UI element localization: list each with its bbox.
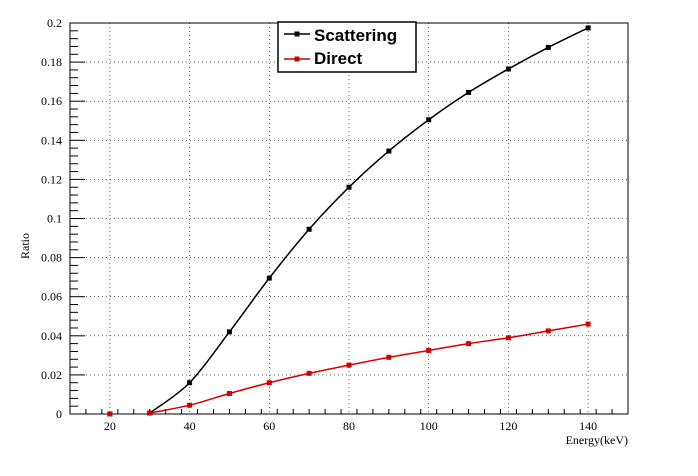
data-point-scattering [466, 89, 472, 95]
x-tick-label: 60 [263, 419, 275, 433]
data-point-scattering [505, 66, 511, 72]
y-tick-label: 0.12 [41, 172, 62, 186]
legend-marker-scattering [294, 31, 300, 37]
x-tick-label: 140 [579, 419, 597, 433]
data-point-direct [386, 354, 392, 360]
grid [70, 23, 628, 414]
data-point-scattering [187, 380, 193, 386]
y-tick-label: 0 [56, 407, 62, 421]
x-axis-label: Energy(keV) [566, 433, 628, 447]
axis-ticks: 20 40 60 80 100 120 140 0 0.02 0.04 0.06 0.08 0.1 0.1… [41, 16, 629, 433]
x-tick-label: 100 [420, 419, 438, 433]
y-tick-label: 0.14 [41, 133, 62, 147]
data-point-scattering [386, 148, 392, 154]
data-point-direct [226, 390, 232, 396]
data-point-direct [505, 335, 511, 341]
data-point-direct [466, 341, 472, 347]
y-tick-label: 0.2 [47, 16, 62, 30]
data-point-direct [266, 380, 272, 386]
series-layer [107, 25, 591, 417]
data-point-scattering [266, 275, 272, 281]
data-point-scattering [545, 44, 551, 50]
data-point-direct [346, 362, 352, 368]
data-point-scattering [306, 226, 312, 232]
data-point-scattering [585, 25, 591, 31]
legend-label-scattering: Scattering [314, 26, 397, 45]
y-tick-label: 0.1 [47, 212, 62, 226]
data-point-direct [545, 328, 551, 334]
x-tick-label: 120 [499, 419, 517, 433]
legend-label-direct: Direct [314, 49, 363, 68]
series-line-scattering [149, 27, 589, 414]
y-tick-label: 0.04 [41, 329, 62, 343]
data-point-direct [107, 411, 113, 417]
x-tick-label: 80 [343, 419, 355, 433]
x-tick-label: 40 [184, 419, 196, 433]
data-point-scattering [226, 329, 232, 335]
y-tick-label: 0.18 [41, 55, 62, 69]
series-line-direct [149, 323, 589, 414]
legend-box [277, 21, 417, 73]
data-point-scattering [426, 117, 432, 123]
x-tick-label: 20 [104, 419, 116, 433]
data-point-direct [426, 347, 432, 353]
data-point-direct [585, 321, 591, 327]
data-point-direct [187, 402, 193, 408]
y-tick-label: 0.08 [41, 251, 62, 265]
data-point-scattering [346, 184, 352, 190]
legend-marker-direct [294, 56, 300, 62]
y-tick-label: 0.16 [41, 94, 62, 108]
legend: Scattering Direct [277, 21, 417, 73]
y-tick-label: 0.06 [41, 290, 62, 304]
data-point-direct [147, 410, 153, 416]
y-tick-label: 0.02 [41, 368, 62, 382]
data-point-direct [306, 370, 312, 376]
y-axis-label: Ratio [18, 233, 32, 259]
